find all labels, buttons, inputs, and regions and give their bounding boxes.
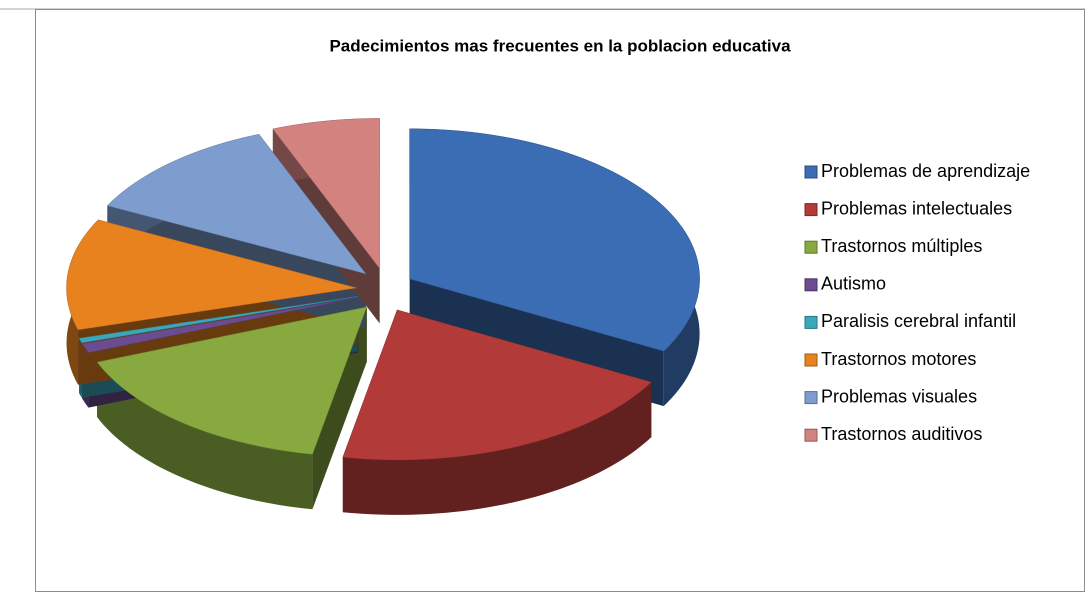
slice <box>106 133 367 275</box>
legend-swatch <box>804 278 818 292</box>
legend-swatch <box>804 315 818 329</box>
slice <box>409 128 700 352</box>
legend-label: Autismo <box>821 274 886 294</box>
slice-side <box>97 362 313 510</box>
pie-tops <box>66 118 700 461</box>
legend-swatch <box>804 428 818 442</box>
legend-swatch <box>804 165 818 179</box>
slice <box>66 219 357 331</box>
chart-title: Padecimientos mas frecuentes en la pobla… <box>329 36 791 55</box>
slice <box>272 118 380 270</box>
legend-swatch <box>804 353 818 367</box>
legend-label: Trastornos motores <box>821 349 976 369</box>
legend-label: Trastornos múltiples <box>821 236 982 256</box>
legend-swatch <box>804 391 818 405</box>
legend-label: Paralisis cerebral infantil <box>821 311 1016 331</box>
legend-label: Problemas de aprendizaje <box>821 161 1030 181</box>
legend: Problemas de aprendizaje Problemas intele… <box>804 161 1030 444</box>
slice-side <box>342 382 652 515</box>
slice <box>81 297 359 353</box>
legend-label: Problemas intelectuales <box>821 198 1012 218</box>
legend-label: Problemas visuales <box>821 386 977 406</box>
legend-label: Trastornos auditivos <box>821 424 982 444</box>
legend-swatch <box>804 203 818 217</box>
legend-swatch <box>804 240 818 254</box>
slice <box>342 309 652 461</box>
slice <box>96 306 368 455</box>
slice <box>78 296 358 344</box>
